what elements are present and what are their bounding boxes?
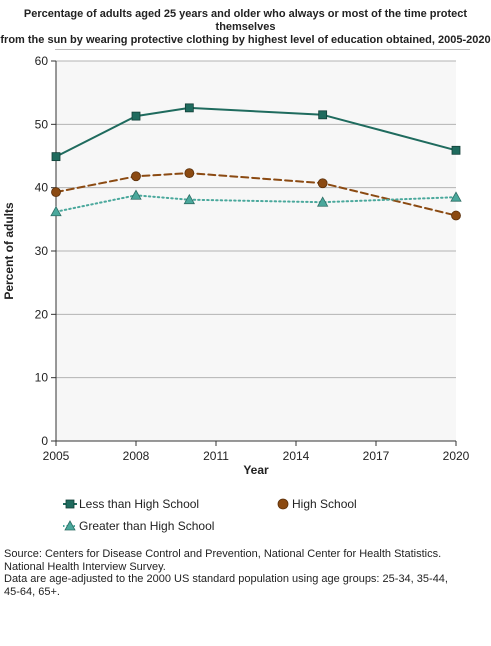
data-point-less-than-high-school xyxy=(131,111,141,121)
data-point-high-school xyxy=(317,178,328,189)
data-point-high-school xyxy=(451,210,461,221)
y-tick-label: 0 xyxy=(41,434,48,448)
data-point-high-school xyxy=(51,187,61,198)
source-footnote: Source: Centers for Disease Control and … xyxy=(4,548,488,598)
x-tick-label: 2014 xyxy=(283,449,310,463)
data-point-greater-than-high-school xyxy=(183,193,196,205)
data-point-less-than-high-school xyxy=(318,110,328,120)
legend-item-less-than-high-school[interactable]: Less than High School xyxy=(63,495,263,513)
legend-label: Greater than High School xyxy=(79,519,215,533)
data-point-greater-than-high-school xyxy=(316,196,329,207)
x-tick-label: 2005 xyxy=(43,449,70,463)
y-tick-label: 50 xyxy=(35,117,49,131)
footnote-line: Data are age-adjusted to the 2000 US sta… xyxy=(4,573,448,585)
data-point-greater-than-high-school xyxy=(50,205,62,217)
line-chart: 0 10 20 30 40 50 60 2005 2008 2011 2014 2017 2020 Yea… xyxy=(2,54,470,477)
x-tick-label: 2008 xyxy=(123,449,150,463)
legend-item-high-school[interactable]: High School xyxy=(276,495,426,513)
data-point-high-school xyxy=(131,171,141,182)
y-tick-label: 10 xyxy=(35,371,49,385)
legend-label: Less than High School xyxy=(79,497,200,511)
y-axis-label: Percent of adults xyxy=(2,202,16,300)
data-point-greater-than-high-school xyxy=(450,191,462,202)
footnote-line: 45-64, 65+. xyxy=(4,585,60,598)
data-point-less-than-high-school xyxy=(451,145,461,155)
data-point-less-than-high-school xyxy=(51,152,61,162)
chart-title-line: from the sun by wearing protective cloth… xyxy=(0,34,491,46)
data-point-less-than-high-school xyxy=(184,103,194,113)
chart-title-line: Percentage of adults aged 25 years and o… xyxy=(23,8,468,20)
x-tick-label: 2011 xyxy=(203,449,229,463)
legend-marker-circle-icon xyxy=(277,498,289,510)
chart-title: Percentage of adults aged 25 years and o… xyxy=(0,8,491,47)
y-tick-label: 40 xyxy=(35,181,49,195)
x-tick-label: 2017 xyxy=(363,449,390,463)
chart-title-line: themselves xyxy=(215,21,276,33)
legend-item-greater-than-high-school[interactable]: Greater than High School xyxy=(63,517,263,535)
y-tick-label: 20 xyxy=(35,307,49,321)
legend-marker-square-icon xyxy=(63,499,77,509)
footnote-line: Source: Centers for Disease Control and … xyxy=(4,548,442,560)
data-point-high-school xyxy=(184,168,195,179)
y-tick-label: 60 xyxy=(35,54,49,68)
legend-marker-triangle-icon xyxy=(63,520,77,531)
title-divider xyxy=(55,49,470,50)
x-tick-label: 2020 xyxy=(443,449,470,463)
x-axis-label: Year xyxy=(243,463,269,477)
y-tick-label: 30 xyxy=(35,244,49,258)
data-point-greater-than-high-school xyxy=(130,189,142,200)
legend-label: High School xyxy=(292,497,357,511)
footnote-line: National Health Interview Survey. xyxy=(4,560,166,573)
